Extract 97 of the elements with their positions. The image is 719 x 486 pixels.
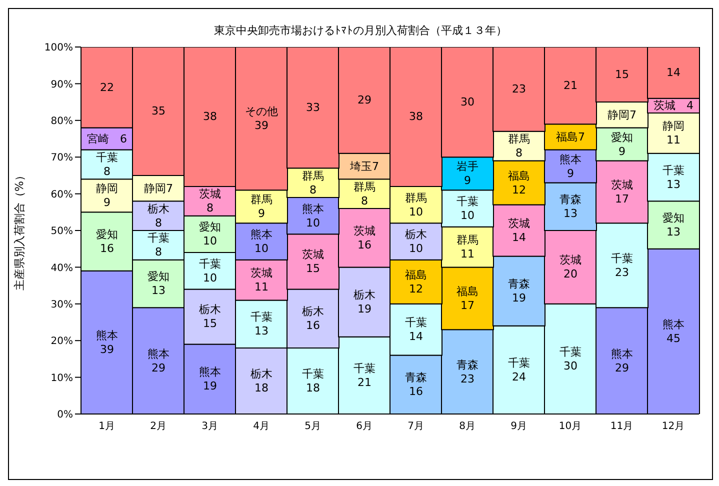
- data-label: 千葉 14: [405, 316, 427, 344]
- data-label: 栃木 18: [250, 367, 272, 394]
- y-axis-title: 主産県別入荷割合（%）: [12, 170, 26, 290]
- data-label: 静岡7: [144, 182, 173, 195]
- data-label: 愛知 10: [199, 220, 221, 248]
- data-label: 21: [564, 79, 578, 92]
- data-label: 38: [409, 110, 423, 124]
- data-label: 愛知 16: [96, 228, 118, 256]
- data-label: 千葉 10: [456, 194, 478, 222]
- data-label: 千葉 8: [96, 150, 118, 178]
- chart-title: 東京中央卸売市場おけるﾄﾏﾄの月別入荷割合（平成１３年）: [213, 23, 508, 39]
- y-tick-label: 10%: [50, 372, 73, 384]
- data-label: 福島 12: [508, 169, 530, 196]
- y-tick-label: 50%: [50, 226, 73, 238]
- data-label: 愛知 13: [148, 270, 170, 298]
- x-tick-label: 11月: [610, 421, 634, 432]
- data-label: 群馬 8: [354, 180, 376, 208]
- data-label: 茨城 20: [560, 254, 582, 281]
- x-tick-label: 9月: [510, 421, 527, 432]
- data-label: 千葉 18: [302, 367, 324, 394]
- data-label: 千葉 8: [148, 232, 170, 259]
- data-label: 茨城 14: [508, 217, 530, 244]
- data-label: 福島 17: [456, 284, 478, 312]
- data-label: 熊本 39: [96, 328, 118, 356]
- data-label: 熊本 45: [662, 318, 684, 345]
- data-label: 青森 19: [508, 278, 530, 305]
- x-tick-label: 5月: [304, 421, 321, 432]
- data-label: 30: [460, 96, 474, 109]
- data-label: 静岡7: [608, 108, 636, 122]
- data-label: 熊本 9: [560, 152, 582, 180]
- data-label: 23: [512, 82, 526, 96]
- data-label: 静岡 11: [662, 120, 684, 147]
- data-label: 熊本 29: [148, 347, 170, 374]
- data-label: 栃木 16: [302, 305, 324, 332]
- data-label: 群馬 8: [302, 169, 324, 196]
- data-label: 群馬 11: [456, 234, 478, 261]
- data-label: 茨城 4: [654, 99, 694, 112]
- data-label: 熊本 10: [302, 202, 324, 230]
- data-label: 愛知 9: [611, 130, 633, 158]
- data-label: 千葉 10: [199, 257, 221, 284]
- data-label: 33: [306, 101, 320, 114]
- data-label: 栃木 19: [354, 288, 376, 316]
- data-label: 栃木 8: [148, 202, 170, 230]
- y-tick-label: 80%: [50, 116, 73, 127]
- x-tick-label: 10月: [558, 421, 582, 432]
- data-label: 栃木 15: [199, 303, 221, 330]
- x-tick-label: 1月: [98, 421, 115, 432]
- data-label: 千葉 23: [611, 252, 633, 279]
- data-label: 群馬 10: [405, 191, 427, 218]
- data-label: 福島7: [556, 130, 585, 144]
- y-tick-label: 30%: [50, 299, 73, 310]
- data-label: 茨城 15: [302, 248, 324, 276]
- x-tick-label: 6月: [356, 421, 372, 432]
- x-tick-label: 7月: [408, 421, 424, 432]
- data-label: 茨城 11: [250, 266, 272, 294]
- data-label: 青森 13: [560, 193, 582, 220]
- data-label: 千葉 13: [662, 164, 684, 191]
- data-label: 14: [666, 66, 680, 80]
- data-label: 茨城 16: [354, 224, 376, 252]
- x-tick-label: 3月: [202, 421, 218, 432]
- data-label: 群馬 9: [250, 193, 272, 220]
- data-label: 岩手 9: [456, 160, 478, 188]
- x-tick-label: 12月: [662, 421, 685, 432]
- x-tick-label: 2月: [150, 421, 166, 432]
- data-label: 29: [358, 94, 372, 107]
- data-label: 熊本 10: [250, 228, 272, 256]
- data-label: 千葉 13: [250, 310, 272, 338]
- y-tick-label: 90%: [50, 79, 73, 90]
- data-label: 青森 16: [405, 371, 427, 398]
- y-tick-label: 0%: [57, 410, 73, 421]
- data-label: 茨城 8: [199, 188, 221, 215]
- y-tick-label: 40%: [50, 262, 73, 274]
- data-label: 群馬 8: [508, 132, 530, 160]
- x-tick-label: 4月: [253, 421, 270, 432]
- data-label: 熊本 29: [611, 347, 633, 374]
- data-label: その他 39: [245, 105, 278, 132]
- data-label: 38: [203, 110, 217, 124]
- data-label: 千葉 24: [508, 356, 530, 384]
- y-tick-label: 20%: [50, 336, 73, 348]
- data-label: 15: [615, 68, 629, 82]
- data-label: 静岡 9: [96, 182, 118, 210]
- data-label: 愛知 13: [662, 211, 684, 238]
- y-tick-label: 70%: [50, 152, 73, 164]
- data-label: 宮崎 6: [87, 132, 127, 146]
- data-label: 栃木 10: [405, 228, 427, 256]
- y-tick-label: 60%: [50, 189, 73, 200]
- data-label: 福島 12: [405, 268, 427, 296]
- y-tick-label: 100%: [44, 42, 73, 54]
- data-label: 埼玉7: [349, 160, 379, 173]
- data-label: 茨城 17: [611, 178, 633, 206]
- data-label: 35: [152, 104, 166, 118]
- data-label: 22: [100, 80, 114, 94]
- data-label: 千葉 30: [560, 345, 582, 372]
- x-tick-label: 8月: [459, 421, 476, 432]
- data-label: 千葉 21: [354, 362, 376, 389]
- data-label: 青森 23: [456, 358, 478, 386]
- data-label: 熊本 19: [199, 366, 221, 393]
